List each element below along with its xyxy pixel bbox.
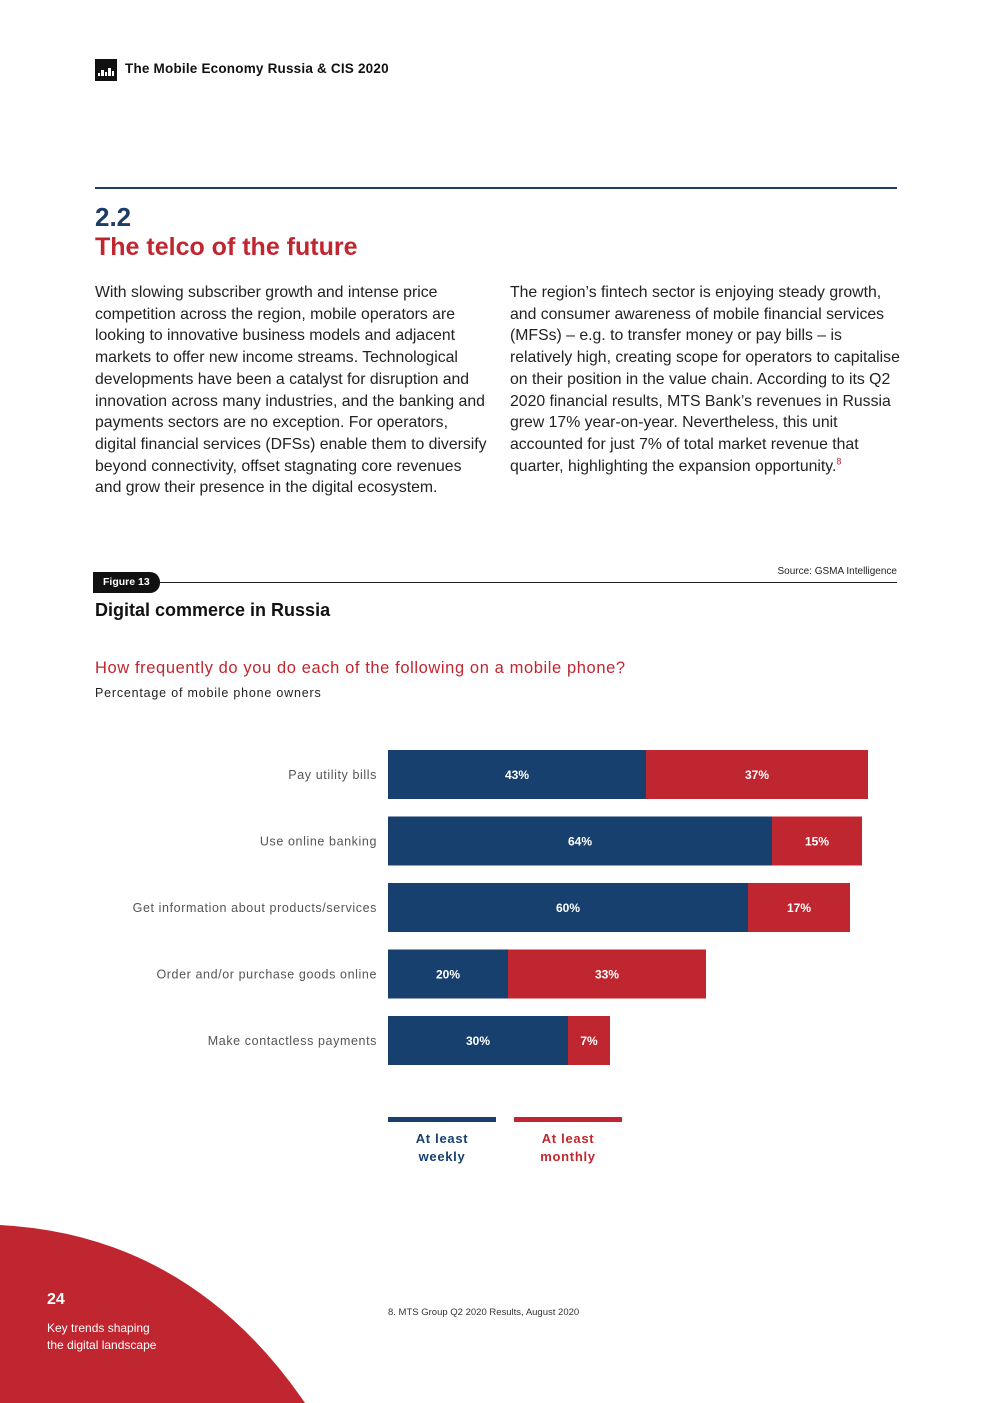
bar-segment-weekly [388,1016,568,1065]
data-label: 43% [505,768,529,782]
document-title: The Mobile Economy Russia & CIS 2020 [125,61,389,76]
page-number: 24 [47,1291,65,1308]
bar-segment-monthly [748,883,850,932]
figure-source: Source: GSMA Intelligence [777,566,897,577]
category-label: Get information about products/services [133,901,377,915]
data-label: 64% [568,835,592,849]
legend-label-monthly-line2: monthly [540,1149,596,1164]
bar-segment-monthly [568,1016,610,1065]
category-label: Order and/or purchase goods online [156,968,377,982]
section-title: The telco of the future [95,233,358,261]
legend-label-weekly-line1: At least [415,1131,469,1146]
footnote-ref: 8 [836,456,842,467]
legend-label-weekly-line2: weekly [418,1149,466,1164]
footer-section-title: Key trends shaping the digital landscape [47,1320,197,1354]
data-label: 7% [580,1034,598,1048]
legend-swatch-monthly [514,1117,622,1122]
footer-section-line2: the digital landscape [47,1338,157,1352]
gsma-logo-icon [95,59,117,81]
category-label: Pay utility bills [288,768,377,782]
body-text-right-content: The region’s fintech sector is enjoying … [510,284,900,475]
bar-segment-monthly [772,816,862,866]
footnote: 8. MTS Group Q2 2020 Results, August 202… [388,1307,580,1318]
category-label: Use online banking [260,835,377,849]
figure-badge: Figure 13 [93,572,160,593]
bar-segment-weekly [388,883,748,932]
section-number: 2.2 [95,202,132,232]
bar-segment-weekly [388,750,646,799]
data-label: 20% [436,968,460,982]
bar-segment-monthly [508,949,706,999]
bar-segment-monthly [646,750,868,799]
body-text-left: With slowing subscriber growth and inten… [95,284,487,497]
bar-segment-weekly [388,949,508,999]
chart-question: How frequently do you do each of the fol… [95,659,626,677]
legend-swatch-weekly [388,1117,496,1122]
data-label: 60% [556,901,580,915]
data-label: 37% [745,768,769,782]
footer-section-line1: Key trends shaping [47,1321,150,1335]
legend-item-weekly: At least weekly [388,1117,496,1166]
figure-rule [95,582,897,583]
chart-subtitle: Percentage of mobile phone owners [95,686,322,700]
bar-segment-weekly [388,816,772,866]
legend-label-monthly-line1: At least [541,1131,595,1146]
figure-title: Digital commerce in Russia [95,600,331,620]
data-label: 30% [466,1034,490,1048]
corner-decoration [0,1225,305,1403]
section-divider [95,187,897,189]
category-label: Make contactless payments [208,1034,377,1048]
data-label: 17% [787,901,811,915]
legend-item-monthly: At least monthly [514,1117,622,1166]
data-label: 15% [805,835,829,849]
data-label: 33% [595,968,619,982]
body-text-right: The region’s fintech sector is enjoying … [510,282,902,477]
